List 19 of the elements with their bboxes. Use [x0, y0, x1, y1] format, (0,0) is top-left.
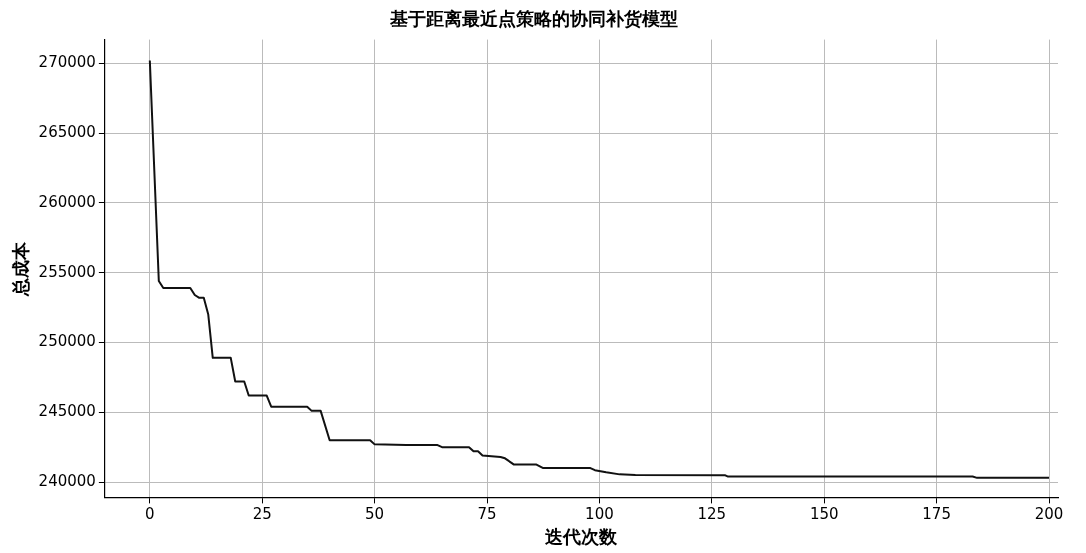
chart-title: 基于距离最近点策略的协同补货模型	[389, 8, 678, 30]
y-tick-label: 245000	[38, 402, 96, 421]
y-tick-label: 240000	[38, 471, 96, 490]
x-tick-label: 75	[477, 505, 497, 524]
x-tick-label: 50	[365, 505, 385, 524]
y-tick-label: 265000	[38, 123, 96, 141]
x-tick-label: 0	[145, 505, 155, 524]
y-tick-label: 250000	[38, 332, 96, 351]
x-tick-label: 175	[922, 505, 951, 524]
y-tick-label: 270000	[38, 53, 96, 72]
x-axis-title: 迭代次数	[544, 525, 619, 547]
y-tick-label: 255000	[38, 262, 96, 281]
x-tick-label: 100	[585, 505, 614, 524]
x-tick-label: 25	[252, 505, 272, 524]
x-tick-label: 125	[697, 505, 727, 524]
y-tick-label: 260000	[38, 192, 96, 211]
y-axis-title: 总成本	[10, 240, 32, 297]
x-tick-label: 200	[1034, 505, 1064, 524]
x-tick-label: 150	[809, 505, 839, 524]
